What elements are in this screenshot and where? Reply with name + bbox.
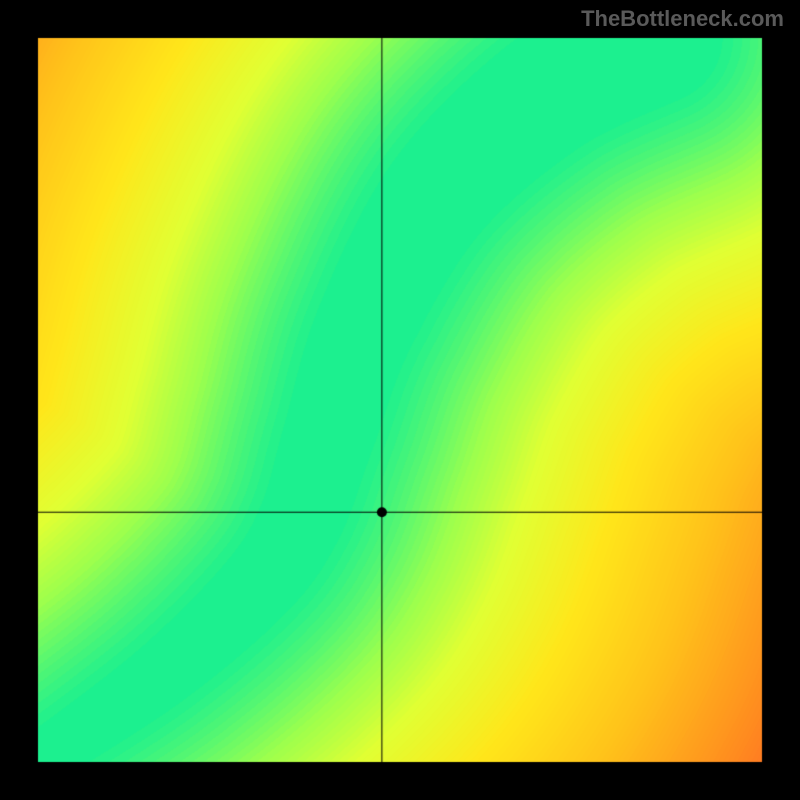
watermark-text: TheBottleneck.com [581, 6, 784, 32]
bottleneck-heatmap-canvas [0, 0, 800, 800]
chart-container: { "meta": { "watermark": "TheBottleneck.… [0, 0, 800, 800]
